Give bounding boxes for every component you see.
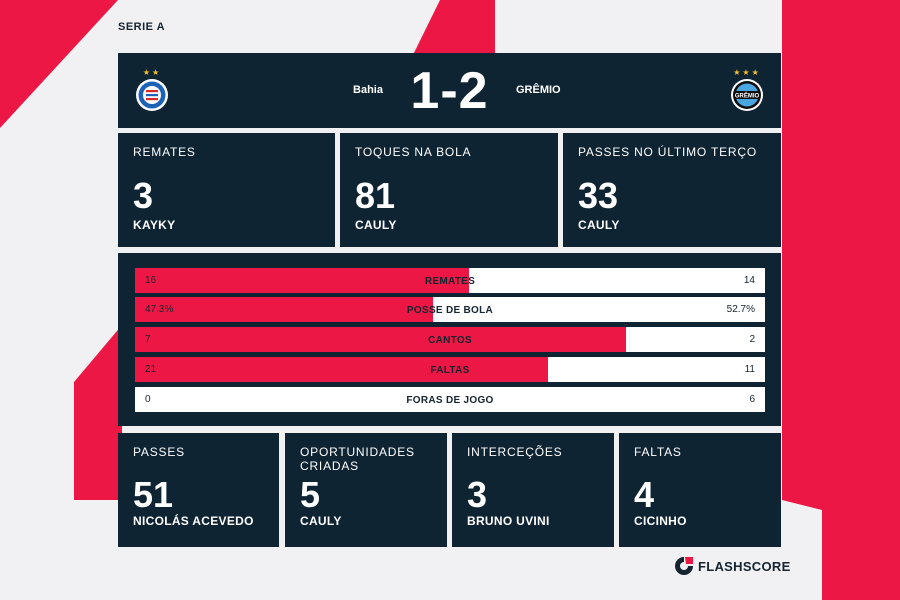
- stat-value: 3: [133, 175, 154, 216]
- stat-value: 51: [133, 474, 174, 515]
- match-header: ★★ Bahia 1-2 GRÊMIO ★★★ GRÊMIO: [118, 53, 781, 128]
- bahia-crest-icon: ★★: [135, 68, 169, 112]
- stat-label: PASSES NO ÚLTIMO TERÇO: [578, 145, 757, 159]
- stat-label: PASSES: [133, 445, 185, 459]
- player-stat-card: OPORTUNIDADES CRIADAS 5 CAULY: [285, 433, 447, 547]
- stat-value: 81: [355, 175, 396, 216]
- stat-label: FALTAS: [634, 445, 682, 459]
- stat-label: REMATES: [133, 145, 196, 159]
- home-value: 21: [145, 364, 157, 375]
- stat-name: CANTOS: [428, 335, 472, 346]
- stat-label: OPORTUNIDADES CRIADAS: [300, 445, 415, 473]
- player-stat-card: TOQUES NA BOLA 81 CAULY: [340, 133, 558, 247]
- stat-row: 16 REMATES 14: [135, 268, 765, 293]
- player-name: CICINHO: [634, 514, 687, 528]
- league-label: SERIE A: [118, 21, 166, 33]
- match-score: 1-2: [410, 62, 489, 120]
- stat-row: 0 FORAS DE JOGO 6: [135, 387, 765, 412]
- stat-name: POSSE DE BOLA: [406, 305, 494, 316]
- away-team-name: GRÊMIO: [516, 84, 561, 96]
- away-value: 14: [743, 275, 755, 286]
- player-stat-card: FALTAS 4 CICINHO: [619, 433, 781, 547]
- home-value: 0: [145, 394, 151, 405]
- stat-label: INTERCEÇÕES: [467, 445, 563, 459]
- home-bar: [135, 268, 469, 293]
- stat-name: FORAS DE JOGO: [406, 395, 494, 406]
- home-value: 7: [145, 334, 151, 345]
- stat-value: 4: [634, 474, 655, 515]
- player-stat-card: REMATES 3 KAYKY: [118, 133, 335, 247]
- flashscore-logo-icon: [675, 557, 693, 575]
- stat-row: 7 CANTOS 2: [135, 327, 765, 352]
- away-value: 11: [744, 364, 755, 375]
- player-name: CAULY: [300, 514, 342, 528]
- player-name: CAULY: [578, 218, 620, 232]
- stat-value: 3: [467, 474, 488, 515]
- stat-name: REMATES: [424, 276, 476, 287]
- player-name: CAULY: [355, 218, 397, 232]
- home-bar: [135, 357, 549, 382]
- stat-name: FALTAS: [430, 365, 470, 376]
- home-value: 16: [145, 275, 157, 286]
- stat-value: 33: [578, 175, 619, 216]
- stat-row: 21 FALTAS 11: [135, 357, 765, 382]
- player-name: BRUNO UVINI: [467, 514, 550, 528]
- flashscore-brand: FLASHSCORE: [674, 555, 791, 577]
- player-stat-card: PASSES NO ÚLTIMO TERÇO 33 CAULY: [563, 133, 781, 247]
- player-name: KAYKY: [133, 218, 176, 232]
- player-stat-card: INTERCEÇÕES 3 BRUNO UVINI: [452, 433, 614, 547]
- home-bar: [135, 297, 433, 322]
- stat-label: TOQUES NA BOLA: [355, 145, 472, 159]
- brand-name: FLASHSCORE: [698, 558, 791, 574]
- svg-text:GRÊMIO: GRÊMIO: [735, 92, 760, 100]
- stat-value: 5: [300, 474, 321, 515]
- player-name: NICOLÁS ACEVEDO: [133, 514, 254, 528]
- away-value: 6: [749, 394, 755, 405]
- player-stat-card: PASSES 51 NICOLÁS ACEVEDO: [118, 433, 279, 547]
- gremio-crest-icon: ★★★ GRÊMIO: [730, 68, 764, 112]
- home-bar: [135, 327, 627, 352]
- team-stats-panel: 16 REMATES 14 47.3% POSSE DE BOLA 52.7% …: [118, 253, 781, 426]
- away-value: 2: [749, 334, 755, 345]
- home-value: 47.3%: [145, 304, 174, 315]
- away-value: 52.7%: [726, 304, 755, 315]
- stat-row: 47.3% POSSE DE BOLA 52.7%: [135, 297, 765, 322]
- home-team-name: Bahia: [353, 84, 383, 96]
